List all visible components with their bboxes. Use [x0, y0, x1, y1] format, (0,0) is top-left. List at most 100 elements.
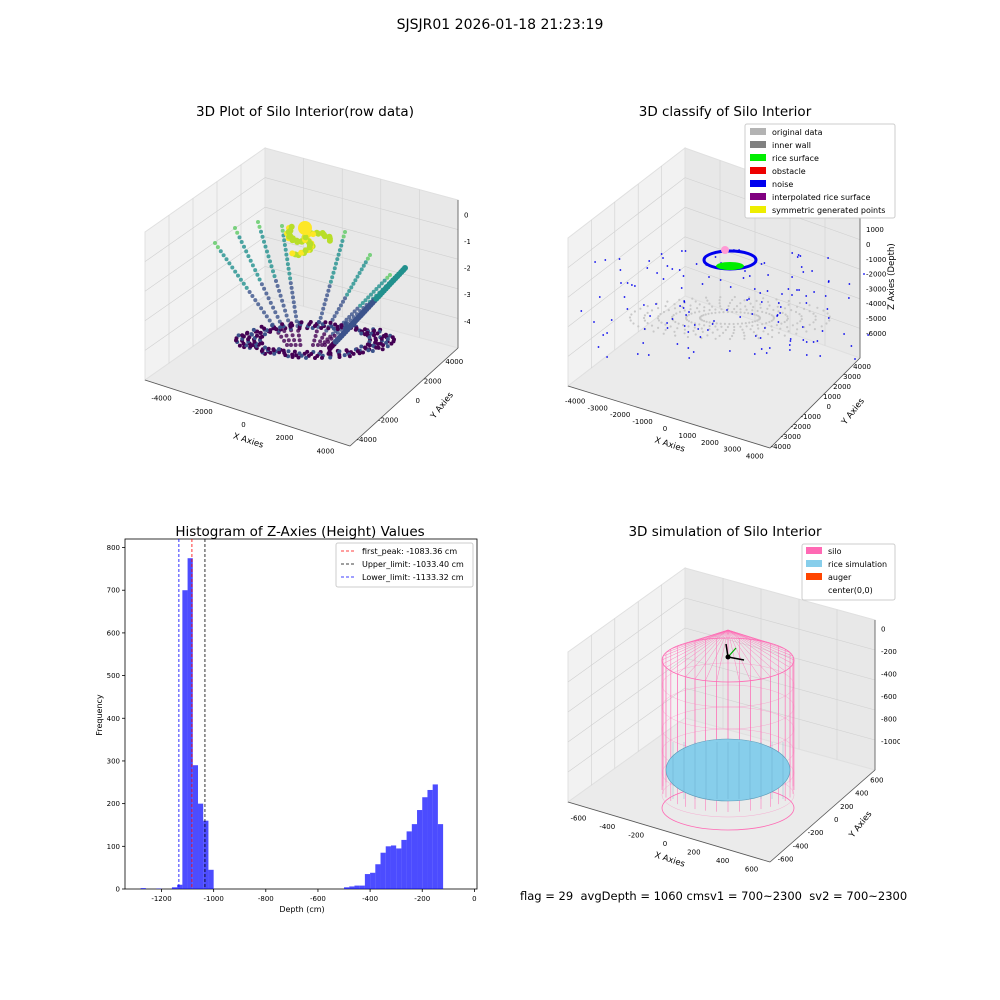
classify-z-tick: -3000 — [866, 285, 886, 293]
legend-entry: inner wall — [772, 141, 811, 150]
raw-z-tick: -1000 — [464, 238, 470, 246]
raw-y-tick: 2000 — [424, 377, 442, 385]
simulation-y-tick: 400 — [855, 790, 868, 798]
simulation-y-tick: -600 — [778, 855, 794, 863]
raw-z-tick: -2000 — [464, 265, 470, 273]
legend-entry: obstacle — [772, 167, 806, 176]
legend-entry: first_peak: -1083.36 cm — [362, 547, 457, 556]
legend-entry: original data — [772, 128, 823, 137]
histogram-reference-lines — [178, 539, 206, 889]
histogram-bar — [208, 869, 214, 889]
classify-z-tick: 0 — [866, 241, 870, 249]
raw-z-tick: -4000 — [464, 318, 470, 326]
raw-point-cloud — [213, 220, 408, 360]
histogram-bar — [390, 845, 397, 889]
classify-ylabel: Y Axies — [839, 396, 867, 428]
histogram-legend: first_peak: -1083.36 cm Upper_limit: -103… — [335, 542, 474, 588]
x-tick-label: -800 — [258, 895, 274, 903]
histogram-bar — [427, 789, 433, 889]
simulation-z-tick: -800 — [881, 715, 897, 723]
raw-3d-plot[interactable]: -4000 -2000 0 2000 4000 -4000 -2000 0 2000 4000 0 -… — [140, 100, 495, 470]
simulation-y-tick: -200 — [808, 829, 824, 837]
center-marker — [725, 643, 745, 661]
raw-z-tick: -3000 — [464, 291, 470, 299]
x-tick-label: -600 — [310, 895, 326, 903]
simulation-z-tick: -400 — [881, 670, 897, 678]
histogram-bar — [417, 810, 423, 889]
simulation-3d-panel: 3D simulation of Silo Interior -600 -400-… — [560, 520, 912, 880]
raw-x-tick: 4000 — [317, 447, 335, 455]
simulation-z-tick: 0 — [881, 625, 885, 633]
legend-entry: interpolated rice surface — [772, 193, 870, 202]
histogram-bar — [192, 765, 199, 889]
classify-z-tick: -6000 — [866, 330, 886, 338]
simulation-3d-plot[interactable]: -600-400-2000200400600-600-400-200020040… — [560, 520, 912, 880]
y-tick-label: 700 — [107, 587, 120, 595]
histogram-bar — [432, 784, 438, 889]
classify-z-tick: -2000 — [866, 271, 886, 279]
legend-entry: center(0,0) — [828, 586, 873, 595]
simulation-y-tick: 600 — [870, 777, 883, 785]
classify-x-tick: -1000 — [632, 418, 652, 426]
histogram-bar — [344, 887, 350, 889]
raw-y-tick: -2000 — [378, 417, 398, 425]
simulation-x-tick: -600 — [570, 814, 586, 822]
simulation-x-tick: 200 — [687, 849, 700, 857]
classify-y-tick: -2000 — [791, 423, 811, 431]
legend-entry: rice surface — [772, 154, 819, 163]
simulation-x-tick: 600 — [745, 866, 758, 874]
classify-y-tick: 3000 — [843, 373, 861, 381]
simulation-z-tick: -600 — [881, 693, 897, 701]
histogram-bar — [359, 885, 365, 889]
simulation-z-tick: -1000 — [881, 738, 900, 746]
classify-3d-plot[interactable]: -4000-3000-2000-100001000200030004000-40… — [560, 100, 900, 470]
raw-ylabel: Y Axies — [428, 390, 456, 422]
histogram-bar — [370, 872, 376, 889]
raw-x-tick: 2000 — [276, 434, 294, 442]
histogram-chart: Histogram of Z-Axies (Height) Values -12… — [95, 524, 478, 914]
classify-x-tick: -2000 — [610, 411, 630, 419]
raw-y-tick: -4000 — [356, 436, 376, 444]
classify-y-tick: -4000 — [771, 443, 791, 451]
classify-x-tick: 1000 — [679, 432, 697, 440]
classify-plot-title: 3D classify of Silo Interior — [638, 104, 812, 120]
y-tick-label: 200 — [107, 800, 120, 808]
classify-x-tick: 0 — [663, 425, 667, 433]
raw-xlabel: X Axies — [232, 431, 265, 450]
histogram-bar — [140, 888, 146, 889]
histogram-bar — [406, 831, 412, 889]
histogram-xlabel: Depth (cm) — [279, 905, 324, 914]
raw-axes: -4000 -2000 0 2000 4000 -4000 -2000 0 2000 4000 0 -… — [143, 147, 495, 455]
histogram-bar — [375, 864, 381, 889]
classify-y-tick: 1000 — [823, 393, 841, 401]
x-tick-label: -1200 — [151, 895, 171, 903]
classify-z-tick: -1000 — [866, 256, 886, 264]
classify-x-tick: 3000 — [723, 446, 741, 454]
histogram-bar — [437, 824, 444, 889]
classify-zlabel: Z Axies (Depth) — [887, 243, 897, 310]
y-tick-label: 800 — [107, 544, 120, 552]
legend-entry: auger — [828, 573, 852, 582]
classify-z-tick: 1000 — [866, 226, 884, 234]
x-tick-label: -400 — [362, 895, 378, 903]
classify-y-tick: -3000 — [781, 433, 801, 441]
classify-y-tick: 2000 — [833, 383, 851, 391]
histogram-bar — [203, 820, 209, 889]
simulation-x-tick: 0 — [663, 840, 667, 848]
rice-simulation-surface — [665, 738, 791, 802]
classify-x-tick: -3000 — [587, 404, 607, 412]
legend-entry: silo — [828, 547, 842, 556]
y-tick-label: 600 — [107, 629, 120, 637]
classify-y-tick: 0 — [827, 403, 831, 411]
raw-x-tick: -4000 — [151, 395, 171, 403]
simulation-y-tick: 0 — [834, 816, 838, 824]
histogram-bar — [411, 824, 418, 889]
classify-y-tick: -1000 — [801, 413, 821, 421]
classify-x-tick: 2000 — [701, 439, 719, 447]
simulation-ylabel: Y Axies — [847, 809, 875, 841]
raw-z-tick: 0 — [464, 211, 468, 219]
histogram-bar — [171, 887, 178, 889]
simulation-y-tick: -400 — [793, 842, 809, 850]
classify-y-tick: 4000 — [853, 363, 871, 371]
legend-entry: noise — [772, 180, 793, 189]
